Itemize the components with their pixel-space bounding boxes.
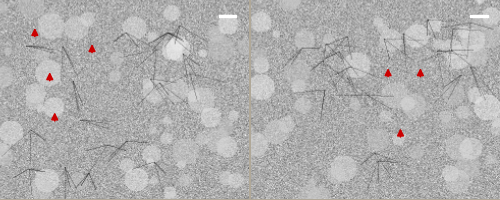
Bar xyxy=(470,16,488,18)
Bar xyxy=(219,16,236,18)
